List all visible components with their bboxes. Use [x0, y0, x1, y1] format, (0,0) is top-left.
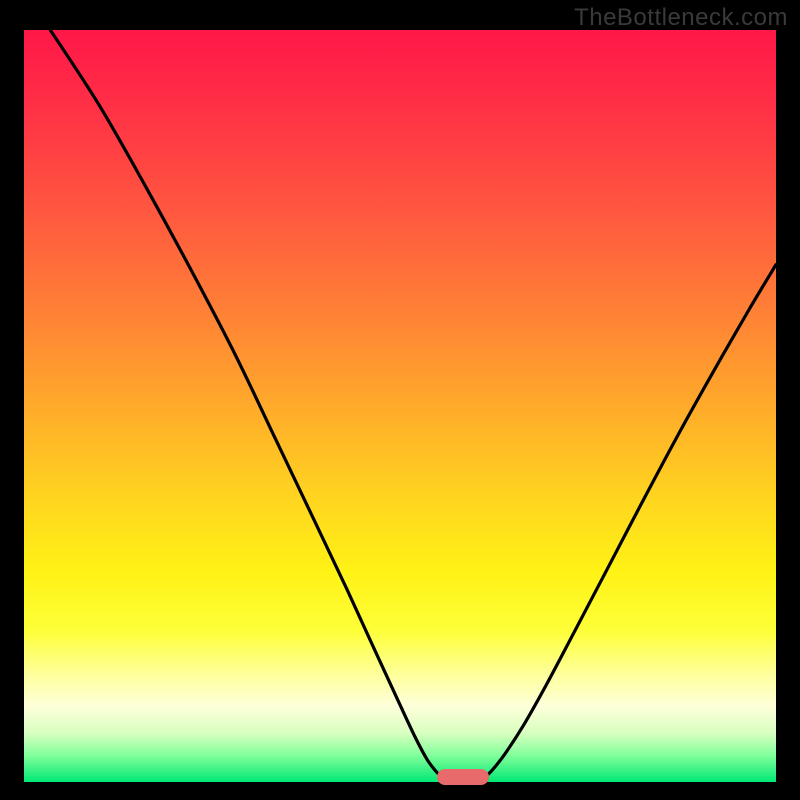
optimal-marker	[437, 769, 489, 785]
attribution-text: TheBottleneck.com	[574, 4, 788, 32]
curve-left	[50, 30, 442, 777]
bottleneck-chart	[24, 30, 776, 782]
curve-right	[484, 265, 776, 778]
bottleneck-curves	[24, 30, 776, 782]
